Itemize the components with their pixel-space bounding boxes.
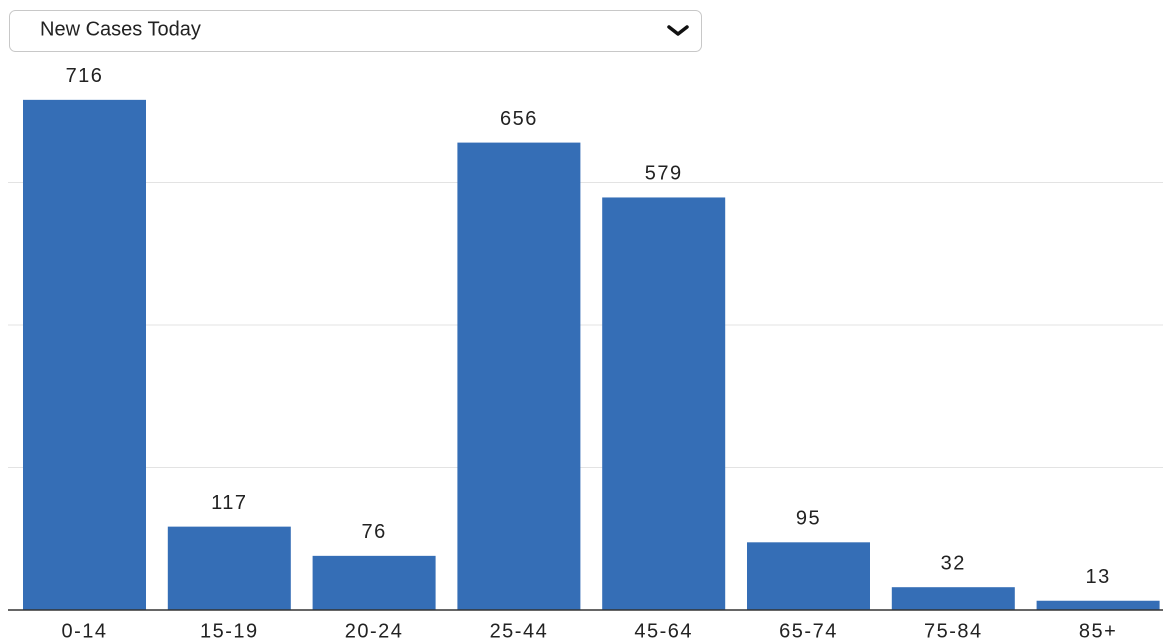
x-tick-label: 15-19	[200, 620, 259, 642]
value-label: 656	[500, 108, 538, 130]
bar	[602, 197, 726, 610]
bar	[167, 526, 291, 610]
x-tick-label: 25-44	[490, 620, 549, 642]
x-tick-label: 65-74	[779, 620, 838, 642]
value-label: 95	[796, 508, 821, 530]
bar	[457, 142, 581, 610]
bar	[23, 99, 146, 610]
x-tick-label: 85+	[1079, 620, 1117, 642]
value-label: 13	[1085, 566, 1110, 588]
value-label: 117	[211, 492, 247, 514]
value-label: 76	[361, 521, 386, 543]
dropdown-chevron	[667, 25, 689, 36]
bar	[891, 587, 1015, 610]
value-label: 32	[941, 552, 966, 574]
dropdown[interactable]: New Cases Today	[9, 10, 702, 52]
x-tick-label: 0-14	[61, 620, 107, 642]
dropdown-label: New Cases Today	[40, 18, 201, 40]
bar	[747, 542, 870, 610]
bar	[1036, 600, 1160, 610]
dropdown-box[interactable]	[9, 10, 702, 52]
bar	[312, 555, 436, 610]
x-tick-label: 45-64	[634, 620, 693, 642]
x-tick-label: 20-24	[345, 620, 404, 642]
value-label: 579	[645, 163, 683, 185]
x-tick-label: 75-84	[924, 620, 983, 642]
value-label: 716	[66, 65, 104, 87]
